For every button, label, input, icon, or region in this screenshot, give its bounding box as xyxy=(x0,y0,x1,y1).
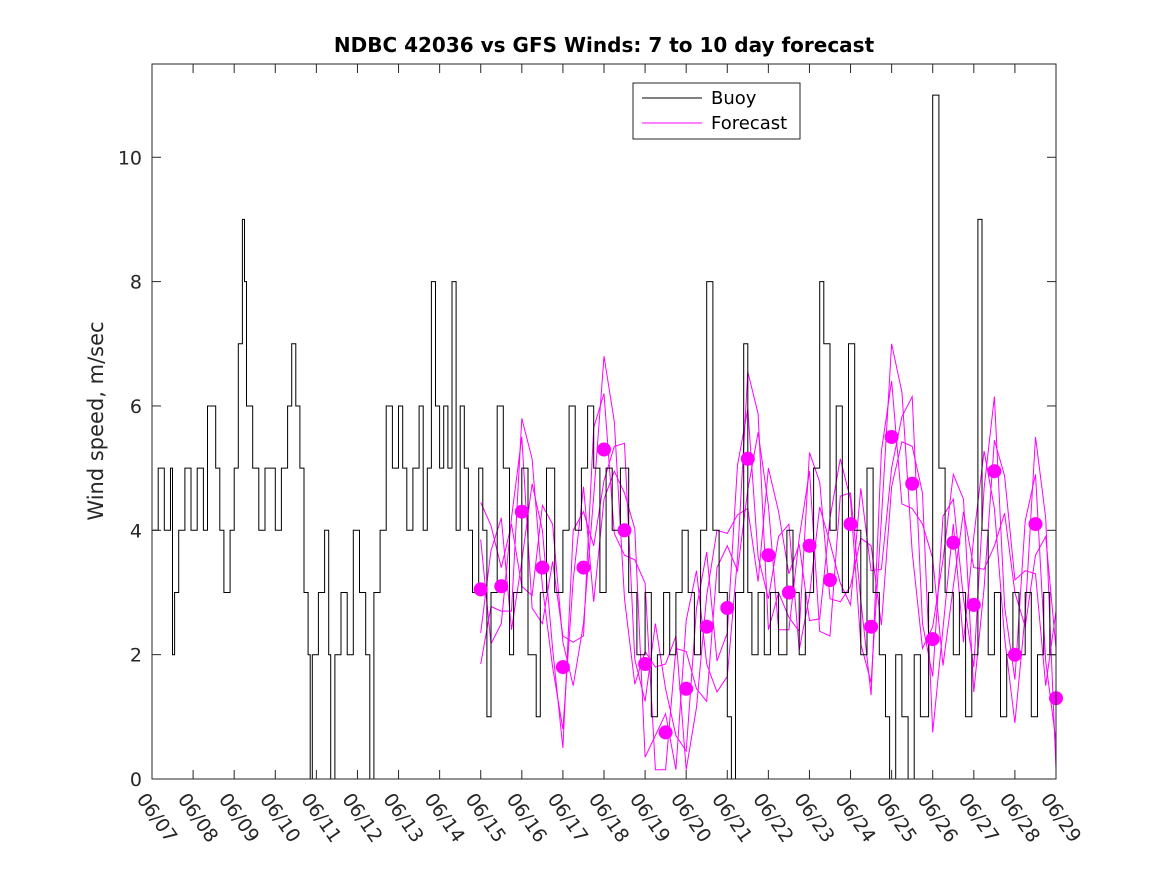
forecast-run-line xyxy=(480,394,1057,753)
forecast-point xyxy=(925,632,940,647)
forecast-point xyxy=(535,560,550,575)
forecast-run-line xyxy=(480,343,1057,770)
forecast-point xyxy=(781,585,796,600)
y-tick-label: 2 xyxy=(130,645,142,667)
forecast-point xyxy=(1028,517,1043,532)
forecast-lines-group xyxy=(480,343,1057,771)
forecast-point xyxy=(802,538,817,553)
legend-buoy-label: Buoy xyxy=(711,88,757,109)
forecast-point xyxy=(1007,647,1022,662)
forecast-point xyxy=(576,560,591,575)
forecast-point xyxy=(617,523,632,538)
forecast-point xyxy=(987,464,1002,479)
legend-box xyxy=(632,82,801,140)
legend: Buoy Forecast xyxy=(632,82,801,140)
forecast-point xyxy=(494,579,509,594)
forecast-point xyxy=(761,548,776,563)
forecast-point xyxy=(597,442,611,457)
forecast-point xyxy=(638,657,653,671)
forecast-point xyxy=(514,504,529,519)
forecast-point xyxy=(473,582,488,597)
legend-forecast-label: Forecast xyxy=(711,113,787,134)
forecast-point xyxy=(823,573,837,587)
forecast-point xyxy=(699,619,714,634)
forecast-point xyxy=(658,725,673,740)
y-tick-label: 0 xyxy=(130,769,142,791)
forecast-run-line xyxy=(480,371,1057,770)
forecast-run-line xyxy=(480,381,1057,771)
y-tick-label: 8 xyxy=(130,272,142,294)
forecast-point xyxy=(843,517,858,532)
forecast-point xyxy=(966,597,981,612)
forecast-point xyxy=(905,476,920,491)
forecast-point xyxy=(740,451,755,466)
forecast-point xyxy=(864,619,879,634)
y-tick-label: 6 xyxy=(130,396,142,418)
y-axis: 0 2 4 6 8 10 xyxy=(118,147,1056,791)
forecast-markers-group xyxy=(473,430,1063,740)
chart-title: NDBC 42036 vs GFS Winds: 7 to 10 day for… xyxy=(334,33,875,57)
forecast-point xyxy=(946,535,961,550)
forecast-point xyxy=(555,660,570,675)
y-tick-label: 10 xyxy=(118,147,142,169)
y-axis-label: Wind speed, m/sec xyxy=(84,321,108,520)
y-tick-label: 4 xyxy=(130,520,142,542)
forecast-point xyxy=(679,681,694,696)
forecast-point xyxy=(884,430,899,444)
forecast-point xyxy=(720,601,735,615)
